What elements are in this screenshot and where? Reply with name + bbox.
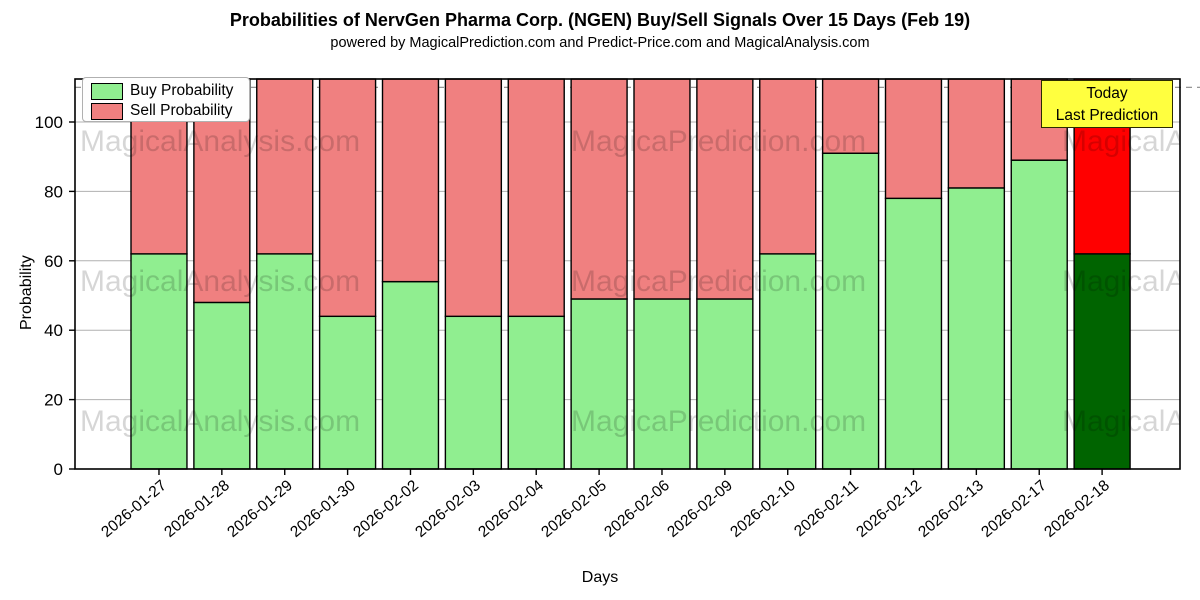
svg-text:MagicaPrediction.com: MagicaPrediction.com [571, 125, 866, 158]
svg-text:20: 20 [44, 391, 63, 410]
svg-text:MagicaPrediction.com: MagicaPrediction.com [571, 265, 866, 298]
svg-text:0: 0 [54, 460, 63, 479]
svg-text:MagicaPrediction.com: MagicaPrediction.com [571, 405, 866, 438]
svg-text:MagicalAnalysis.com: MagicalAnalysis.com [80, 125, 360, 158]
svg-text:MagicalAnalysis.com: MagicalAnalysis.com [80, 265, 360, 298]
svg-text:100: 100 [35, 113, 63, 132]
svg-text:MagicalAnalysis.com: MagicalAnalysis.com [80, 405, 360, 438]
svg-text:60: 60 [44, 252, 63, 271]
svg-text:40: 40 [44, 321, 63, 340]
svg-text:80: 80 [44, 182, 63, 201]
